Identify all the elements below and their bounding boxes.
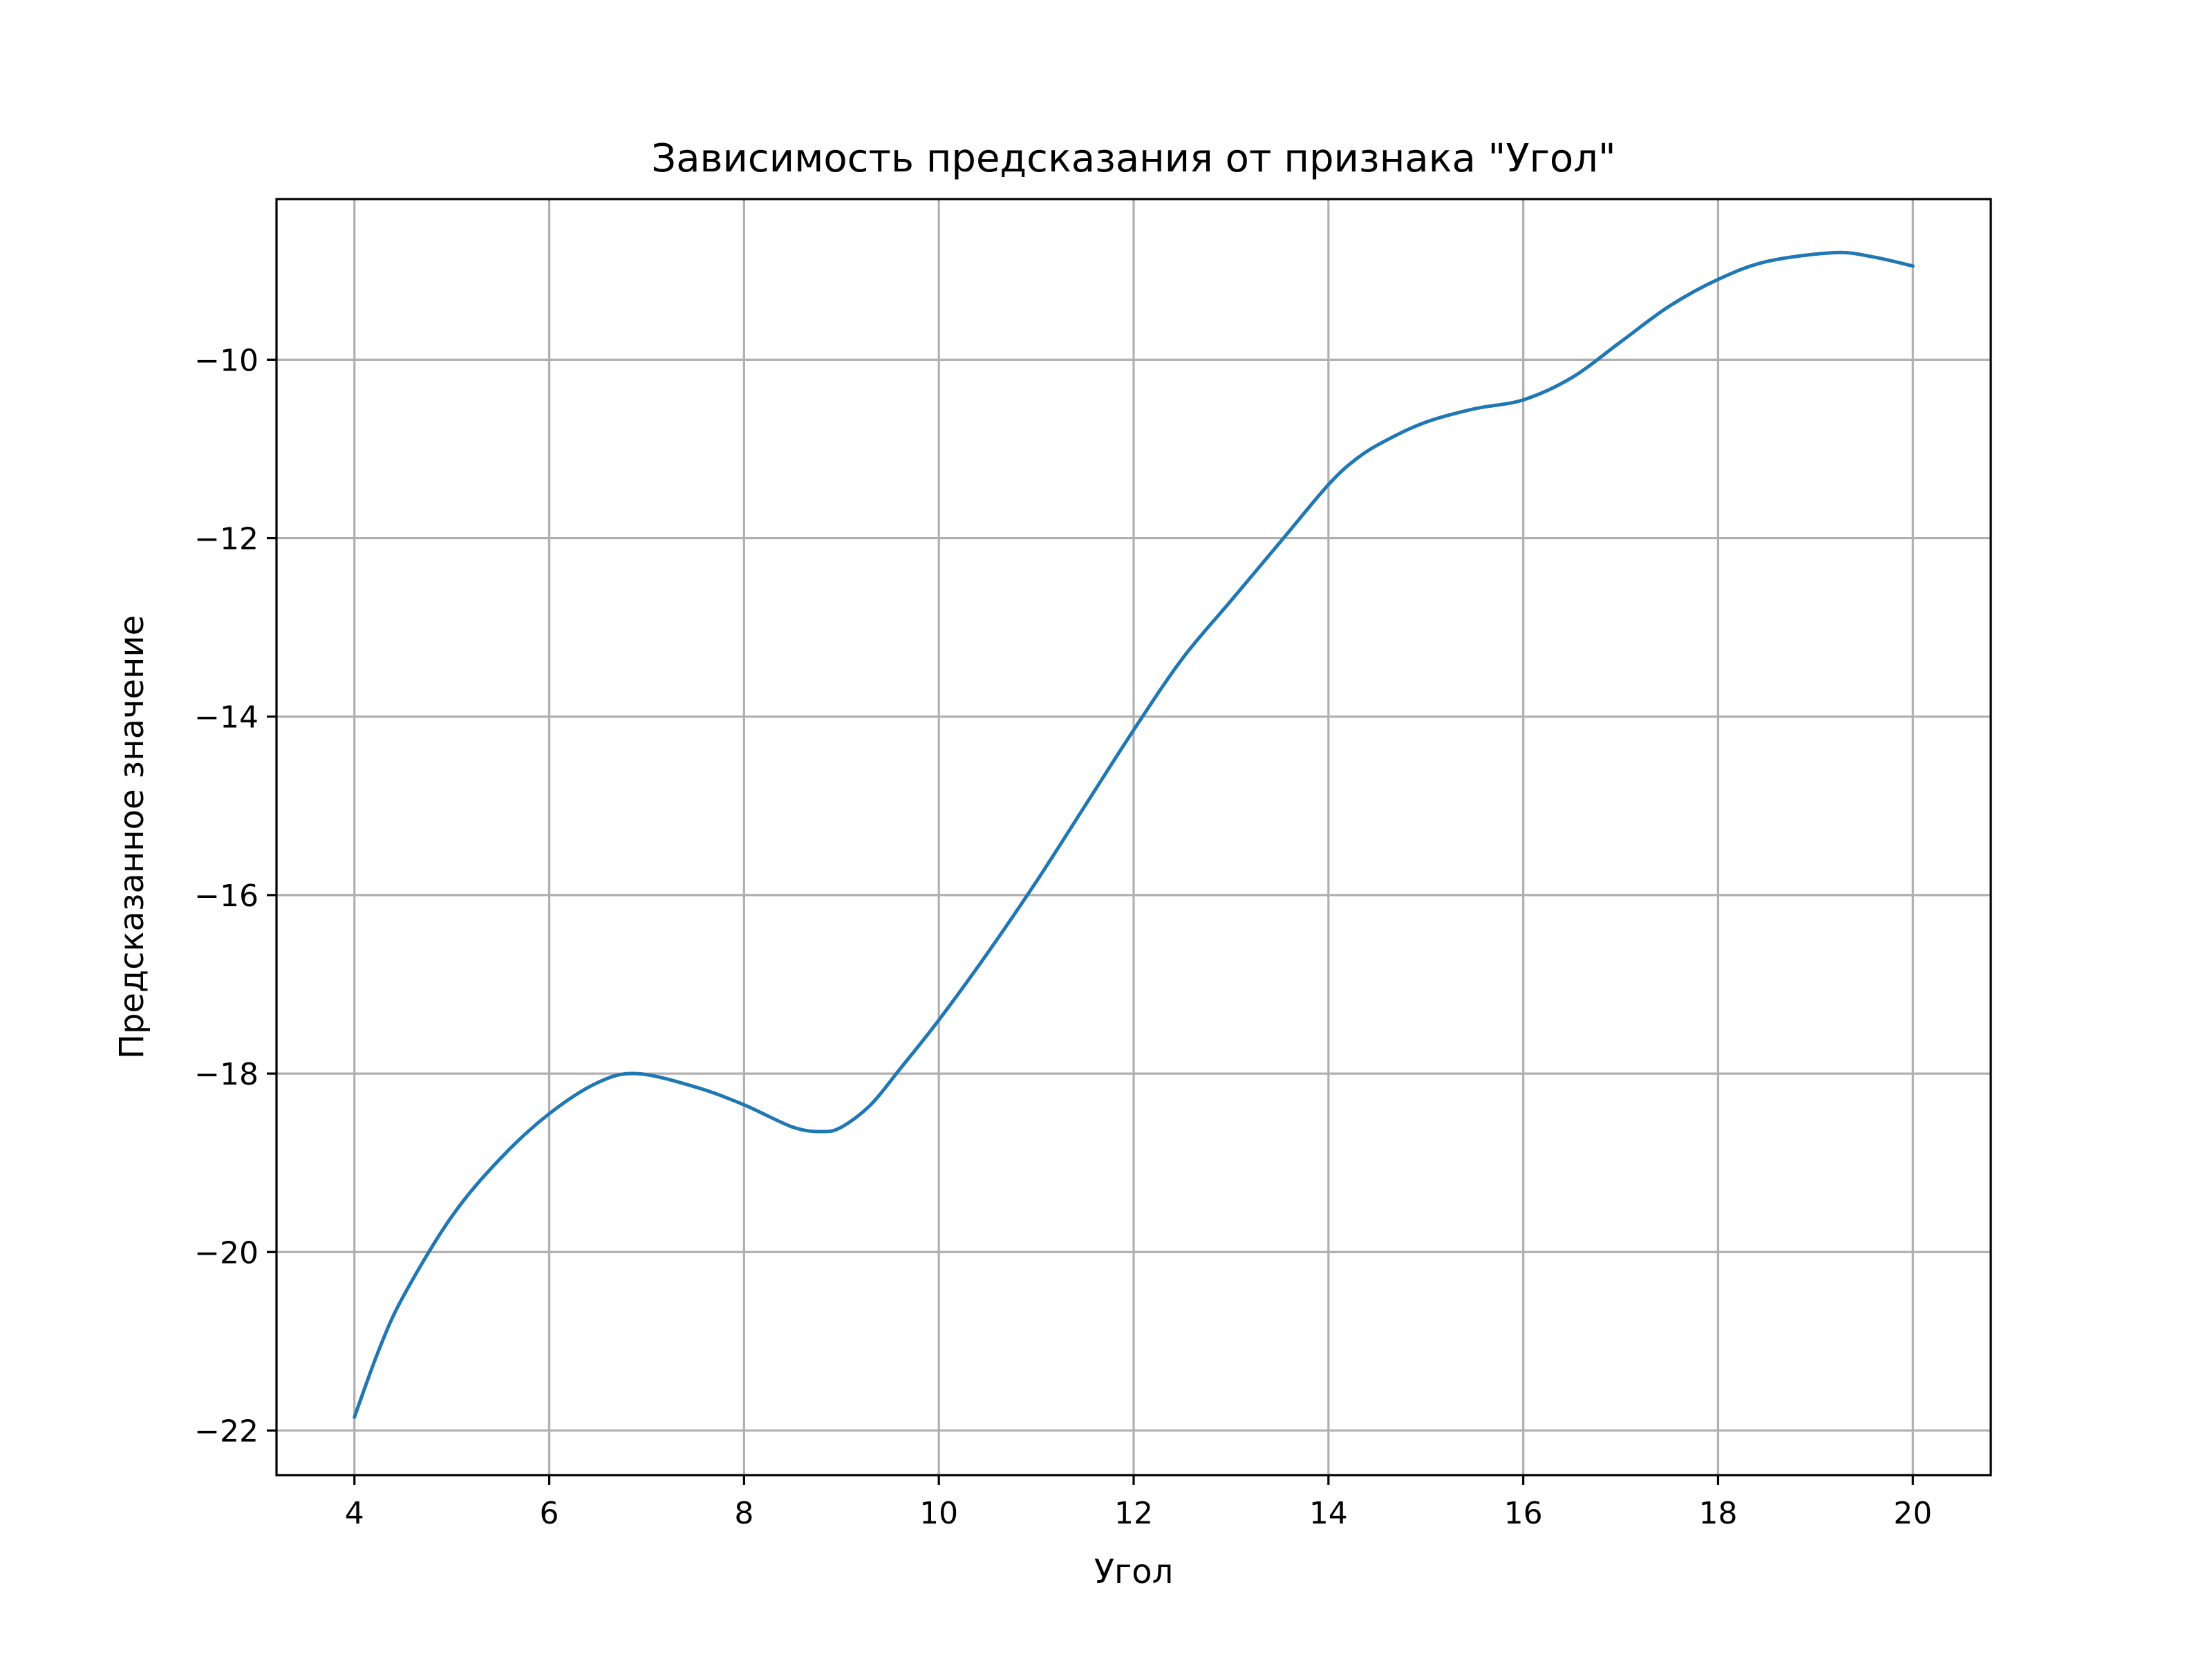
y-tick-label: −16 — [194, 879, 259, 914]
grid-lines — [276, 199, 1991, 1475]
x-tick-label: 4 — [345, 1496, 364, 1531]
y-tick-label: −20 — [194, 1235, 259, 1271]
chart-title: Зависимость предсказания от признака "Уг… — [651, 136, 1615, 181]
series-line — [353, 250, 1915, 1419]
x-tick-label: 6 — [540, 1496, 559, 1531]
y-tick-label: −22 — [194, 1414, 259, 1449]
x-tick-label: 18 — [1698, 1496, 1737, 1531]
x-axis-label: Угол — [1094, 1553, 1174, 1591]
series-group — [353, 250, 1915, 1419]
x-axis-ticks: 4 6 8 10 12 14 16 18 20 — [345, 1475, 1932, 1531]
y-tick-label: −10 — [194, 343, 259, 378]
x-tick-label: 20 — [1893, 1496, 1932, 1531]
x-tick-label: 16 — [1504, 1496, 1543, 1531]
y-axis-ticks: −22 −20 −18 −16 −14 −12 −10 — [194, 343, 276, 1449]
y-tick-label: −14 — [194, 700, 259, 735]
y-tick-label: −12 — [194, 522, 259, 557]
x-tick-label: 8 — [734, 1496, 753, 1531]
y-tick-label: −18 — [194, 1057, 259, 1092]
x-tick-label: 12 — [1114, 1496, 1153, 1531]
y-axis-label: Предсказанное значение — [113, 615, 151, 1059]
x-tick-label: 10 — [919, 1496, 958, 1531]
x-tick-label: 14 — [1309, 1496, 1348, 1531]
